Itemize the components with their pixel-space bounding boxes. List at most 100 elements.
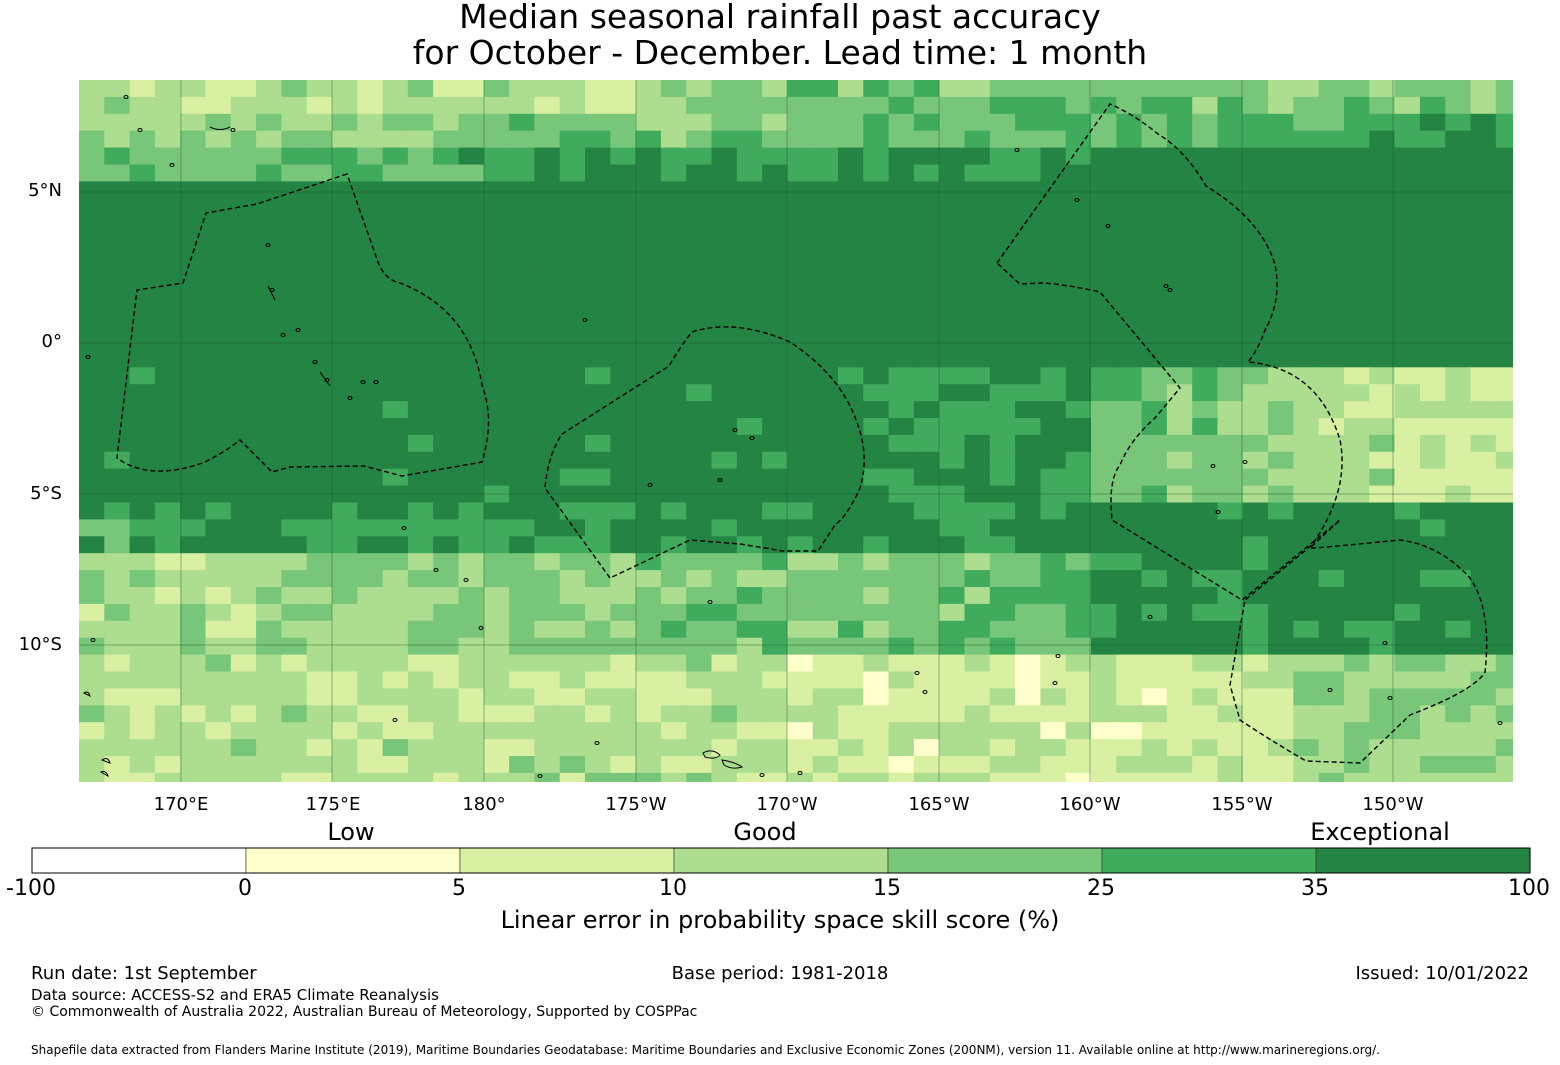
grid-cell: [1116, 688, 1143, 706]
grid-cell: [1419, 96, 1446, 115]
grid-cell: [205, 249, 232, 267]
grid-cell: [1495, 401, 1513, 419]
grid-cell: [1116, 451, 1143, 470]
grid-cell: [1445, 418, 1472, 436]
grid-cell: [1116, 282, 1143, 301]
grid-cell: [332, 147, 358, 166]
grid-cell: [281, 519, 308, 537]
grid-cell: [888, 299, 915, 318]
grid-cell: [559, 96, 586, 115]
grid-cell: [888, 671, 915, 689]
grid-cell: [736, 316, 763, 335]
grid-cell: [458, 620, 485, 639]
grid-cell: [1470, 80, 1497, 98]
grid-cell: [1293, 333, 1320, 351]
data-source: Data source: ACCESS-S2 and ERA5 Climate …: [31, 986, 439, 1004]
island-outline: [922, 690, 928, 694]
grid-cell: [458, 705, 485, 723]
grid-cell: [1217, 418, 1244, 436]
island-outline: [463, 578, 469, 582]
grid-cell: [913, 316, 940, 335]
grid-cell: [1268, 519, 1294, 537]
grid-cell: [1141, 756, 1168, 774]
grid-cell: [180, 418, 207, 436]
grid-cell: [1065, 181, 1092, 199]
grid-cell: [787, 130, 814, 149]
grid-cell: [1394, 434, 1421, 453]
grid-cell: [1040, 113, 1067, 132]
grid-cell: [104, 164, 131, 182]
grid-cell: [964, 502, 991, 520]
grid-cell: [1419, 739, 1446, 757]
grid-cell: [1445, 80, 1472, 98]
grid-cell: [1040, 587, 1067, 605]
grid-cell: [281, 434, 308, 453]
grid-cell: [762, 722, 788, 740]
grid-cell: [1369, 637, 1396, 656]
grid-cell: [407, 722, 434, 740]
grid-cell: [180, 603, 207, 622]
grid-cell: [256, 620, 282, 639]
grid-cell: [332, 333, 358, 351]
grid-cell: [79, 249, 105, 267]
grid-cell: [483, 451, 510, 470]
grid-cell: [407, 553, 434, 571]
grid-cell: [1344, 316, 1370, 335]
grid-cell: [534, 147, 561, 166]
grid-cell: [559, 401, 586, 419]
grid-cell: [306, 553, 333, 571]
grid-cell: [483, 282, 510, 301]
grid-cell: [534, 553, 561, 571]
grid-cell: [104, 96, 131, 115]
grid-cell: [332, 468, 358, 487]
grid-cell: [610, 468, 637, 487]
grid-cell: [989, 637, 1016, 656]
grid-cell: [686, 333, 713, 351]
grid-cell: [407, 316, 434, 335]
grid-cell: [989, 164, 1016, 182]
grid-cell: [1141, 434, 1168, 453]
grid-cell: [306, 282, 333, 301]
grid-cell: [1166, 587, 1193, 605]
grid-cell: [787, 434, 814, 453]
grid-cell: [1091, 198, 1117, 216]
grid-cell: [762, 130, 788, 149]
grid-cell: [1217, 671, 1244, 689]
grid-cell: [1242, 147, 1269, 166]
grid-cell: [1166, 434, 1193, 453]
grid-cell: [585, 249, 611, 267]
grid-cell: [610, 502, 637, 520]
grid-cell: [1217, 96, 1244, 115]
grid-cell: [433, 418, 460, 436]
grid-cell: [256, 671, 282, 689]
grid-cell: [888, 451, 915, 470]
grid-cell: [686, 705, 713, 723]
grid-cell: [812, 654, 839, 673]
island-outline: [1215, 510, 1221, 514]
grid-cell: [1141, 739, 1168, 757]
grid-cell: [382, 739, 409, 757]
grid-cell: [1091, 350, 1117, 368]
grid-cell: [382, 367, 409, 385]
grid-cell: [635, 451, 662, 470]
run-date: Run date: 1st September: [31, 963, 257, 984]
grid-cell: [559, 434, 586, 453]
grid-cell: [559, 620, 586, 639]
grid-cell: [1394, 333, 1421, 351]
grid-cell: [154, 181, 181, 199]
grid-cell: [964, 519, 991, 537]
grid-cell: [838, 350, 864, 368]
grid-cell: [913, 603, 940, 622]
grid-cell: [332, 603, 358, 622]
grid-cell: [812, 705, 839, 723]
grid-cell: [357, 384, 384, 402]
grid-cell: [1065, 164, 1092, 182]
grid-cell: [1495, 130, 1513, 149]
grid-cell: [838, 451, 864, 470]
grid-cell: [382, 637, 409, 656]
grid-cell: [1495, 637, 1513, 656]
grid-cell: [1268, 654, 1294, 673]
grid-cell: [382, 772, 409, 782]
grid-cell: [1369, 367, 1396, 385]
grid-cell: [863, 96, 890, 115]
